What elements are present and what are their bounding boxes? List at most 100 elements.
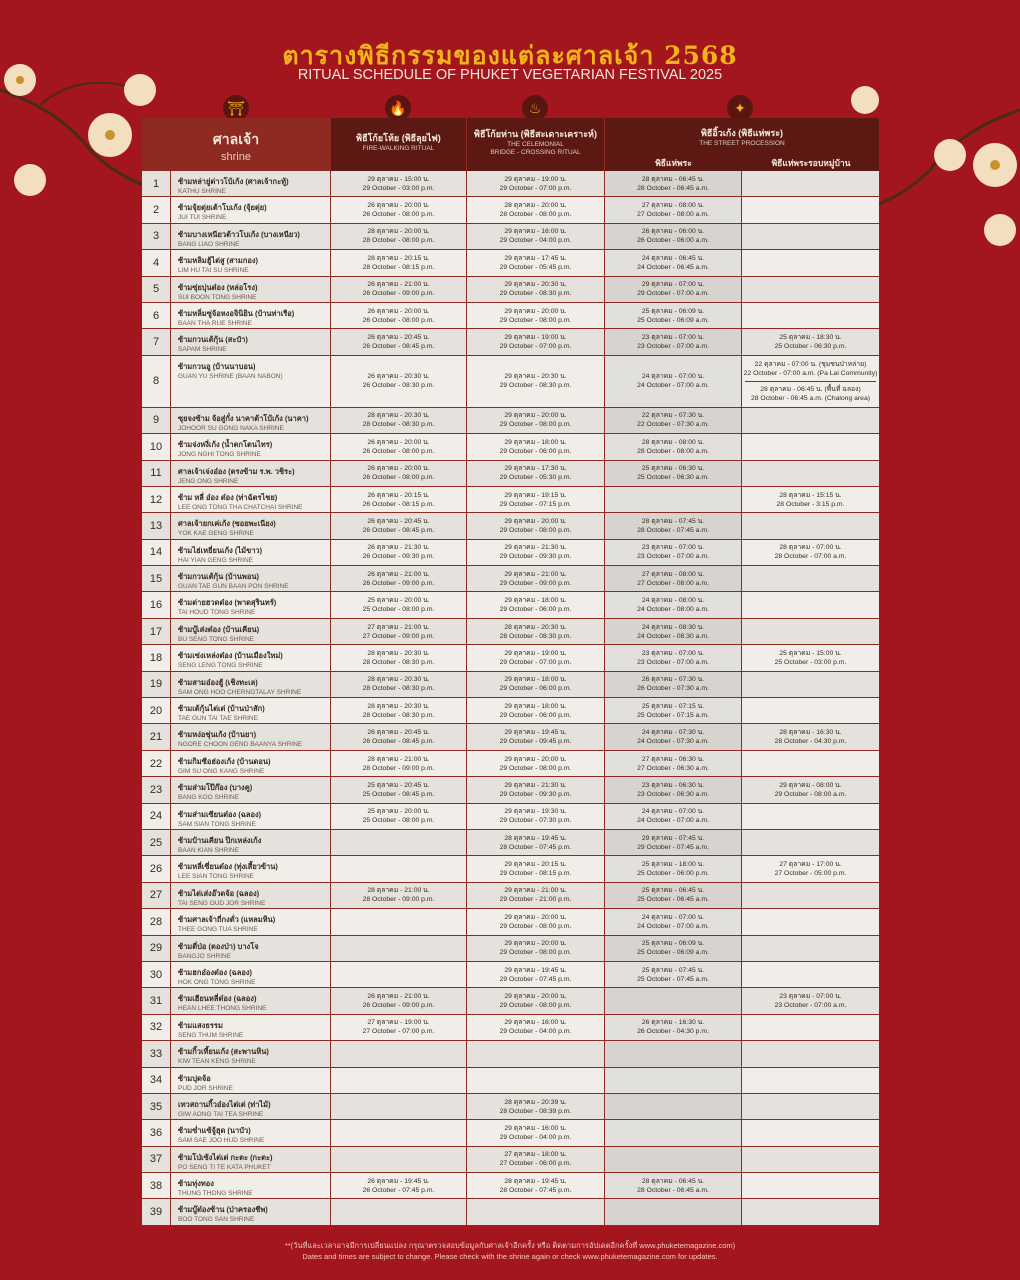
procession-cell	[604, 1041, 741, 1067]
shrine-name-thai: ซ้ามตี่ป่อ (ตองป่า) บางโจ	[178, 941, 259, 951]
fire-walking-cell-thai: 28 ตุลาคม - 20:30 น.	[367, 702, 430, 710]
row-number: 8	[152, 375, 160, 388]
bridge-crossing-cell: 29 ตุลาคม - 21:30 น. 29 October - 09:30 p…	[466, 539, 604, 566]
table-row: 34 ซ้ามปุดจ้อ PUD JOR SHRINE	[142, 1067, 879, 1094]
row-number: 24	[149, 810, 163, 823]
procession-cell: 25 ตุลาคม - 06:45 น. 25 October - 06:45 a…	[604, 882, 741, 909]
shrine-name-english: NGORE CHOON GEND BAANYA SHRINE	[178, 741, 303, 749]
plum-blossom-decoration-left	[0, 64, 161, 196]
village-procession-cell-thai: 22 ตุลาคม - 07:00 น. (ชุมชนป่าหล่าย)	[754, 360, 867, 368]
procession-cell: 24 ตุลาคม - 08:30 น. 24 October - 08:30 a…	[604, 618, 741, 645]
row-number: 1	[152, 177, 160, 190]
procession-cell-thai: 29 ตุลาคม - 07:45 น.	[641, 834, 705, 842]
bridge-crossing-cell: 29 ตุลาคม - 20:00 น. 29 October - 08:00 p…	[466, 513, 604, 539]
procession-cell-thai: 25 ตุลาคม - 07:45 น.	[641, 966, 705, 974]
bridge-crossing-cell-thai: 29 ตุลาคม - 20:15 น.	[504, 861, 567, 869]
shrine-name-cell: ซ้ามบางเหนียวต้าวโบเก้ง (บางเหนียว) BANG …	[170, 223, 330, 250]
table-row: 29 ซ้ามตี่ป่อ (ตองป่า) บางโจ BANGJO SHRINE…	[142, 935, 879, 962]
shrine-name-english: PUD JOR SHRINE	[178, 1084, 233, 1092]
row-number: 39	[149, 1206, 163, 1219]
village-procession-cell	[741, 592, 879, 618]
bridge-crossing-cell: 29 ตุลาคม - 18:00 น. 29 October - 06:00 p…	[466, 698, 604, 724]
fire-walking-cell-english: 26 October - 08:30 p.m.	[362, 382, 435, 390]
procession-cell: 22 ตุลาคม - 07:30 น. 22 October - 07:30 a…	[604, 407, 741, 434]
bridge-crossing-cell-english: 29 October - 08:00 p.m.	[499, 922, 572, 930]
row-number: 22	[149, 757, 163, 770]
bridge-crossing-cell: 29 ตุลาคม - 18:00 น. 29 October - 06:00 p…	[466, 434, 604, 460]
procession-cell: 28 ตุลาคม - 06:45 น. 28 October - 06:45 a…	[604, 171, 741, 197]
village-procession-cell	[741, 566, 879, 592]
table-row: 35 เทวสถานกิ้วอ๋องไต่เต่ (ท่าไม้) GIW AONG…	[142, 1093, 879, 1121]
fire-walking-cell-english: 26 October - 08:00 p.m.	[362, 211, 435, 219]
bridge-crossing-cell-thai: 29 ตุลาคม - 20:00 น.	[504, 940, 567, 948]
row-number: 35	[149, 1100, 163, 1113]
plum-blossom-decoration-right	[851, 86, 1020, 246]
fire-walking-cell: 26 ตุลาคม - 19:45 น. 26 October - 07:45 p…	[330, 1173, 466, 1199]
fire-walking-cell-english: 26 October - 08:00 p.m.	[362, 316, 435, 324]
shrine-name-english: SAPAM SHRINE	[178, 346, 227, 354]
shrine-name-cell: ซ้ามโป่เซ้งไต่เต่ กะตะ (กะตะ) PO SENG TI …	[170, 1146, 330, 1173]
procession-cell-english: 27 October - 08:00 a.m.	[637, 211, 709, 219]
village-procession-cell	[741, 460, 879, 486]
procession-cell: 23 ตุลาคม - 07:00 น. 23 October - 07:00 a…	[604, 645, 741, 671]
shrine-name-cell: ซ้ามกวนอู (บ้านนาบอน) GUAN YU SHRINE (BAA…	[170, 355, 330, 407]
procession-cell-english: 23 October - 06:30 a.m.	[637, 790, 709, 798]
bridge-crossing-cell	[466, 1041, 604, 1067]
bridge-crossing-cell-thai: 29 ตุลาคม - 20:00 น.	[504, 412, 567, 420]
fire-walking-cell-thai: 26 ตุลาคม - 21:30 น.	[367, 544, 430, 552]
fire-walking-cell-english: 25 October - 08:00 p.m.	[362, 817, 435, 825]
procession-cell-english: 24 October - 07:00 a.m.	[637, 922, 709, 930]
procession-cell-english: 23 October - 07:00 a.m.	[637, 553, 709, 561]
table-row: 23 ซ้ามส่ามโป๊ก๊อง (บางคู) BANG KOO SHRINE…	[142, 777, 879, 804]
shrine-name-cell: ซ้ามบู๊เส่งต๋อง (บ้านเคียน) BU SENG TONG …	[170, 618, 330, 645]
bridge-crossing-cell: 29 ตุลาคม - 21:00 น. 29 October - 21:00 p…	[466, 882, 604, 909]
table-row: 11 ศาลเจ้าเจ่งอ๋อง (ตรงข้าม ร.พ. วชิระ) JE…	[142, 460, 879, 487]
procession-cell: 28 ตุลาคม - 07:45 น. 28 October - 07:45 a…	[604, 513, 741, 539]
shrine-name-cell: ซ้ามตี่ป่อ (ตองป่า) บางโจ BANGJO SHRINE	[170, 935, 330, 961]
village-procession-cell	[741, 223, 879, 250]
shrine-name-thai: ซ้ามปุดจ้อ	[178, 1073, 211, 1083]
fire-walking-cell: 25 ตุลาคม - 20:00 น. 25 October - 08:00 p…	[330, 803, 466, 829]
bridge-crossing-cell: 29 ตุลาคม - 16:00 น. 29 October - 04:00 p…	[466, 223, 604, 250]
village-procession-cell	[741, 1146, 879, 1173]
procession-cell: 27 ตุลาคม - 06:30 น. 27 October - 06:30 a…	[604, 750, 741, 777]
bridge-crossing-cell: 29 ตุลาคม - 17:45 น. 29 October - 05:45 p…	[466, 250, 604, 276]
fire-walking-cell-thai: 26 ตุลาคม - 20:00 น.	[367, 465, 430, 473]
table-row: 4 ซ้ามหลิมฮู้ไต่สู (สามกอง) LIM HU TAI SU …	[142, 250, 879, 277]
village-procession-cell: 29 ตุลาคม - 08:00 น. 29 October - 08:00 a…	[741, 777, 879, 803]
shrine-name-english: GUAN TAE GUN BAAN PON SHRINE	[178, 583, 289, 591]
procession-cell-thai: 25 ตุลาคม - 18:00 น.	[641, 861, 705, 869]
bridge-crossing-cell-english: 29 October - 07:00 p.m.	[499, 658, 572, 666]
fire-walking-cell-english: 28 October - 08:30 p.m.	[362, 658, 435, 666]
shrine-name-cell: ซ้ามหลี่เซี่ยนต๋อง (ทุ่งเสี้ยวข้าน) LEE S…	[170, 856, 330, 882]
table-row: 19 ซ้ามสามอ๋องฮู้ (เชิงทะเล) SAM ONG HOO C…	[142, 671, 879, 699]
fire-walking-cell: 26 ตุลาคม - 21:00 น. 26 October - 09:00 p…	[330, 276, 466, 302]
fire-walking-cell-english: 26 October - 07:45 p.m.	[362, 1186, 435, 1194]
bridge-crossing-cell-thai: 29 ตุลาคม - 21:00 น.	[504, 570, 567, 578]
fire-walking-cell	[330, 909, 466, 935]
header-fire-en: FIRE-WALKING RITUAL	[362, 145, 435, 152]
shrine-name-english: TAI HOUD TONG SHRINE	[178, 609, 256, 617]
shrine-name-thai: ซ้ามทุ่งทอง	[178, 1179, 214, 1189]
row-number: 27	[149, 889, 163, 902]
fire-walking-cell: 26 ตุลาคม - 20:00 น. 26 October - 08:00 p…	[330, 197, 466, 223]
shrine-name-english: THEE GONG TUA SHRINE	[178, 926, 258, 934]
shrine-name-english: GUAN YU SHRINE (BAAN NABON)	[178, 372, 283, 380]
procession-cell-thai: 27 ตุลาคม - 08:00 น.	[641, 202, 705, 210]
fire-walking-cell: 27 ตุลาคม - 21:00 น. 27 October - 09:00 p…	[330, 618, 466, 645]
bridge-crossing-cell: 29 ตุลาคม - 21:00 น. 29 October - 09:00 p…	[466, 566, 604, 592]
row-number: 17	[149, 625, 163, 638]
village-procession-cell: 25 ตุลาคม - 15:00 น. 25 October - 03:00 p…	[741, 645, 879, 671]
header-bridge-th: พิธีโก้ยห่าน (พิธีสะเดาะเคราะห์)	[474, 129, 597, 139]
procession-cell: 23 ตุลาคม - 06:30 น. 23 October - 06:30 a…	[604, 777, 741, 803]
fire-walking-cell: 26 ตุลาคม - 20:30 น. 26 October - 08:30 p…	[330, 355, 466, 407]
procession-cell: 26 ตุลาคม - 16:30 น. 26 October - 04:30 p…	[604, 1014, 741, 1041]
shrine-name-english: HAI YIAN GENG SHRINE	[178, 556, 254, 564]
row-number: 20	[149, 704, 163, 717]
bridge-crossing-cell-thai: 29 ตุลาคม - 16:00 น.	[504, 1124, 567, 1132]
fire-walking-cell	[330, 935, 466, 961]
procession-cell: 25 ตุลาคม - 06:09 น. 25 October - 06:09 a…	[604, 935, 741, 961]
bridge-crossing-cell-thai: 29 ตุลาคม - 19:00 น.	[504, 175, 567, 183]
table-row: 7 ซ้ามกวนเต้กุ้น (สะปำ) SAPAM SHRINE 26 ตุล…	[142, 329, 879, 356]
shrine-name-cell: ซ้ามทุ่งทอง THUNG THONG SHRINE	[170, 1173, 330, 1199]
